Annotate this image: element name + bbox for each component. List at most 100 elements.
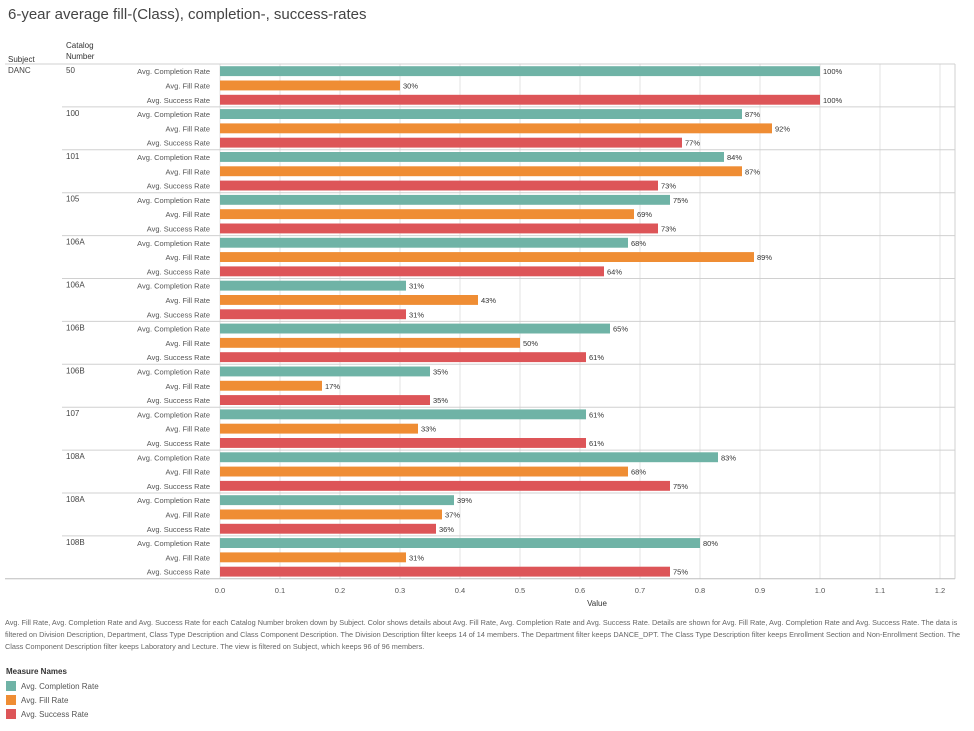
bar-value-label: 75% — [673, 482, 688, 491]
bar[interactable] — [220, 194, 670, 205]
bar[interactable] — [220, 366, 430, 377]
x-tick-label: 0.6 — [575, 586, 585, 595]
bar[interactable] — [220, 438, 586, 448]
measure-label: Avg. Success Rate — [147, 482, 210, 491]
measure-label: Avg. Success Rate — [147, 525, 210, 534]
catalog-label: 106B — [66, 323, 85, 332]
bar[interactable] — [220, 423, 418, 434]
x-axis-title: Value — [587, 599, 607, 608]
catalog-label: 108A — [66, 495, 85, 504]
x-tick-label: 0.1 — [275, 586, 285, 595]
bar[interactable] — [220, 566, 670, 577]
measure-label: Avg. Fill Rate — [166, 124, 210, 133]
bar[interactable] — [220, 380, 322, 391]
bar-value-label: 61% — [589, 353, 604, 362]
measure-label: Avg. Fill Rate — [166, 425, 210, 434]
legend-item-fill[interactable]: Avg. Fill Rate — [6, 693, 99, 707]
bar-value-label: 35% — [433, 367, 448, 376]
bar-value-label: 80% — [703, 539, 718, 548]
catalog-header-line1: Catalog — [66, 41, 94, 50]
bar-value-label: 73% — [661, 182, 676, 191]
catalog-label: 108A — [66, 452, 85, 461]
bar-value-label: 87% — [745, 167, 760, 176]
bar[interactable] — [220, 295, 478, 305]
measure-label: Avg. Completion Rate — [137, 110, 210, 119]
bar[interactable] — [220, 466, 628, 477]
bar-value-label: 35% — [433, 396, 448, 405]
x-tick-label: 0.7 — [635, 586, 645, 595]
measure-label: Avg. Completion Rate — [137, 325, 210, 334]
measure-label: Avg. Completion Rate — [137, 67, 210, 76]
bar-value-label: 30% — [403, 81, 418, 90]
bar-value-label: 36% — [439, 525, 454, 534]
measure-label: Avg. Fill Rate — [166, 553, 210, 562]
legend-label: Avg. Success Rate — [21, 709, 89, 719]
measure-label: Avg. Fill Rate — [166, 510, 210, 519]
bar[interactable] — [220, 180, 658, 191]
bar[interactable] — [220, 552, 406, 563]
bar[interactable] — [220, 509, 442, 520]
catalog-label: 105 — [66, 195, 80, 204]
bar[interactable] — [220, 166, 742, 177]
bar[interactable] — [220, 495, 454, 506]
bar[interactable] — [220, 237, 628, 248]
legend-swatch-fill — [6, 695, 16, 705]
bar-value-label: 17% — [325, 382, 340, 391]
measure-label: Avg. Fill Rate — [166, 81, 210, 90]
bar[interactable] — [220, 337, 520, 348]
bar[interactable] — [220, 452, 718, 463]
bar[interactable] — [220, 152, 724, 162]
measure-label: Avg. Completion Rate — [137, 410, 210, 419]
bar[interactable] — [220, 209, 634, 220]
legend-item-success[interactable]: Avg. Success Rate — [6, 707, 99, 721]
x-tick-label: 1.2 — [935, 586, 945, 595]
legend-label: Avg. Completion Rate — [21, 681, 99, 691]
bar[interactable] — [220, 409, 586, 420]
legend-swatch-success — [6, 709, 16, 719]
measure-label: Avg. Completion Rate — [137, 153, 210, 162]
measure-label: Avg. Success Rate — [147, 96, 210, 105]
bar[interactable] — [220, 94, 820, 105]
bar-value-label: 31% — [409, 310, 424, 319]
bar-value-label: 87% — [745, 110, 760, 119]
bar-value-label: 43% — [481, 296, 496, 305]
measure-label: Avg. Fill Rate — [166, 468, 210, 477]
measure-label: Avg. Success Rate — [147, 568, 210, 577]
bar[interactable] — [220, 123, 772, 134]
legend-item-completion[interactable]: Avg. Completion Rate — [6, 679, 99, 693]
bar[interactable] — [220, 523, 436, 534]
bar-value-label: 75% — [673, 196, 688, 205]
bar-value-label: 84% — [727, 153, 742, 162]
bar[interactable] — [220, 80, 400, 91]
bar[interactable] — [220, 266, 604, 277]
measure-label: Avg. Success Rate — [147, 224, 210, 233]
bar-value-label: 75% — [673, 568, 688, 577]
x-tick-label: 1.1 — [875, 586, 885, 595]
bar-value-label: 50% — [523, 339, 538, 348]
bar-value-label: 65% — [613, 325, 628, 334]
measure-label: Avg. Success Rate — [147, 396, 210, 405]
catalog-label: 107 — [66, 409, 80, 418]
bar[interactable] — [220, 223, 658, 234]
measure-label: Avg. Completion Rate — [137, 282, 210, 291]
bar[interactable] — [220, 280, 406, 291]
bar[interactable] — [220, 309, 406, 320]
bar[interactable] — [220, 352, 586, 363]
bar[interactable] — [220, 109, 742, 119]
bar[interactable] — [220, 480, 670, 491]
x-tick-label: 1.0 — [815, 586, 825, 595]
chart-title: 6-year average fill-(Class), completion-… — [8, 6, 367, 23]
bar[interactable] — [220, 252, 754, 262]
bar[interactable] — [220, 395, 430, 405]
bar[interactable] — [220, 323, 610, 334]
bar-value-label: 31% — [409, 282, 424, 291]
bar[interactable] — [220, 538, 700, 548]
measure-label: Avg. Fill Rate — [166, 210, 210, 219]
measure-label: Avg. Completion Rate — [137, 239, 210, 248]
bar[interactable] — [220, 66, 820, 77]
bar-value-label: 92% — [775, 124, 790, 133]
bar[interactable] — [220, 137, 682, 148]
catalog-label: 106A — [66, 281, 85, 290]
bar-value-label: 68% — [631, 239, 646, 248]
bar-value-label: 100% — [823, 96, 843, 105]
